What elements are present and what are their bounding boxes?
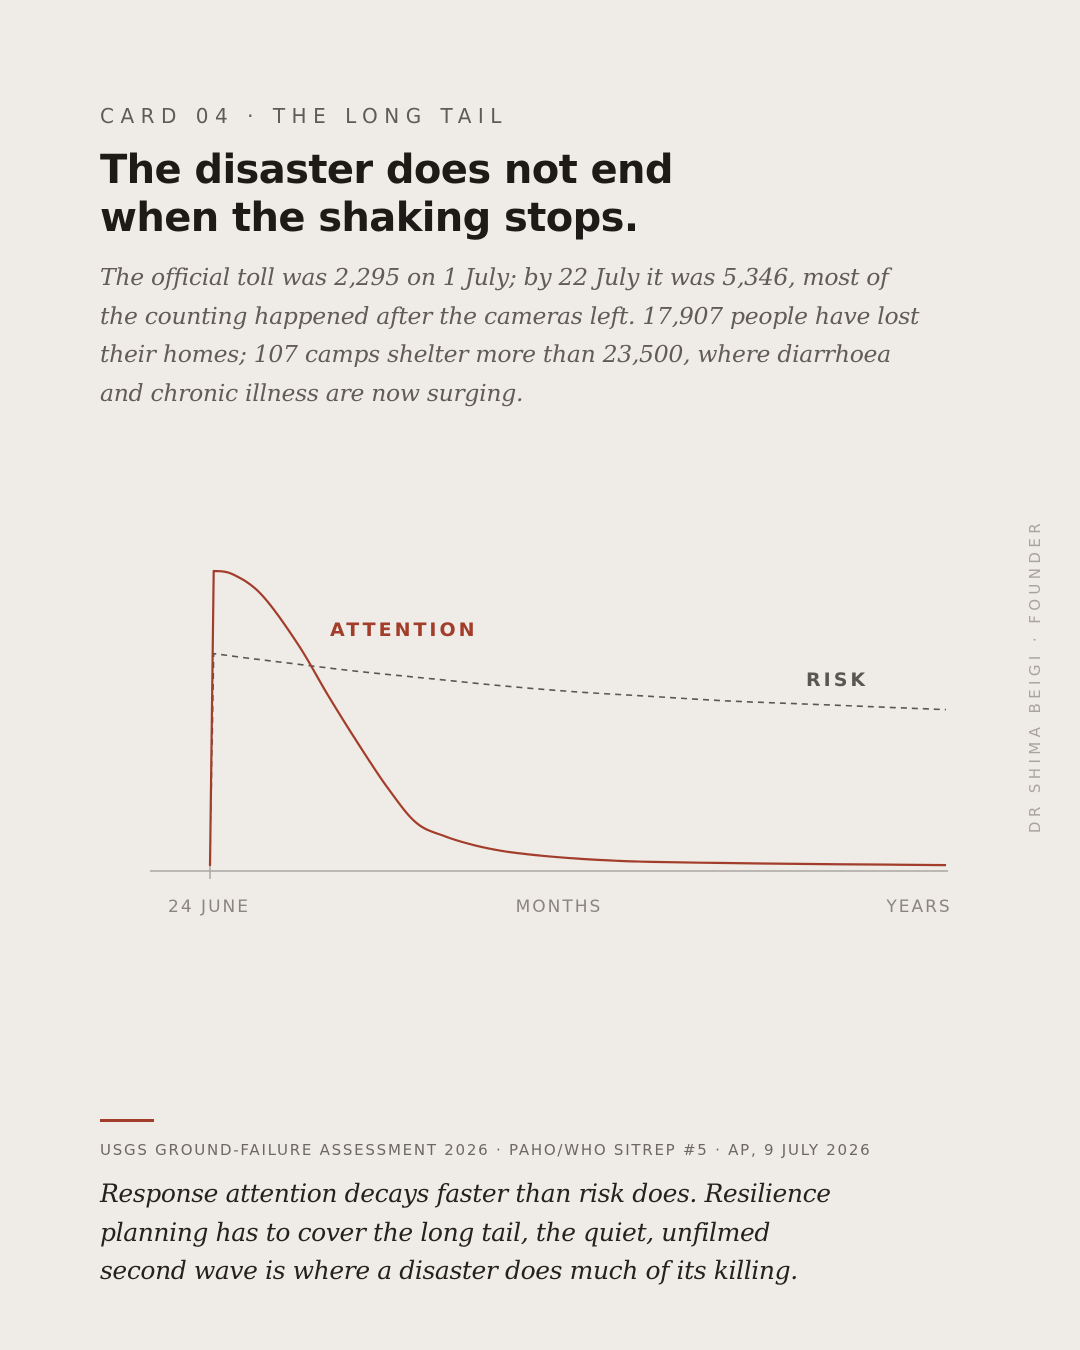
takeaway-text: Response attention decays faster than ri… [100, 1179, 831, 1285]
x-tick-label: MONTHS [516, 897, 603, 917]
source-citation: USGS GROUND-FAILURE ASSESSMENT 2026 · PA… [100, 1141, 872, 1159]
attention-risk-chart: ATTENTION RISK 24 JUNE MONTHS YEARS [150, 569, 951, 917]
accent-rule [100, 1119, 154, 1122]
attention-series-line [208, 569, 947, 867]
lede-paragraph: The official toll was 2,295 on 1 July; b… [100, 263, 920, 407]
headline: The disaster does not end when the shaki… [100, 146, 800, 242]
attention-series-label: ATTENTION [330, 619, 478, 641]
headline-line-2: when the shaking stops. [100, 195, 639, 241]
card-eyebrow: CARD 04 · THE LONG TAIL [100, 104, 508, 128]
headline-line-1: The disaster does not end [100, 147, 674, 193]
risk-series-line [209, 652, 947, 867]
author-credit: DR SHIMA BEIGI · FOUNDER [1026, 518, 1044, 834]
x-tick-label: YEARS [885, 897, 951, 917]
risk-series-label: RISK [806, 669, 868, 691]
x-tick-label: 24 JUNE [168, 897, 250, 917]
